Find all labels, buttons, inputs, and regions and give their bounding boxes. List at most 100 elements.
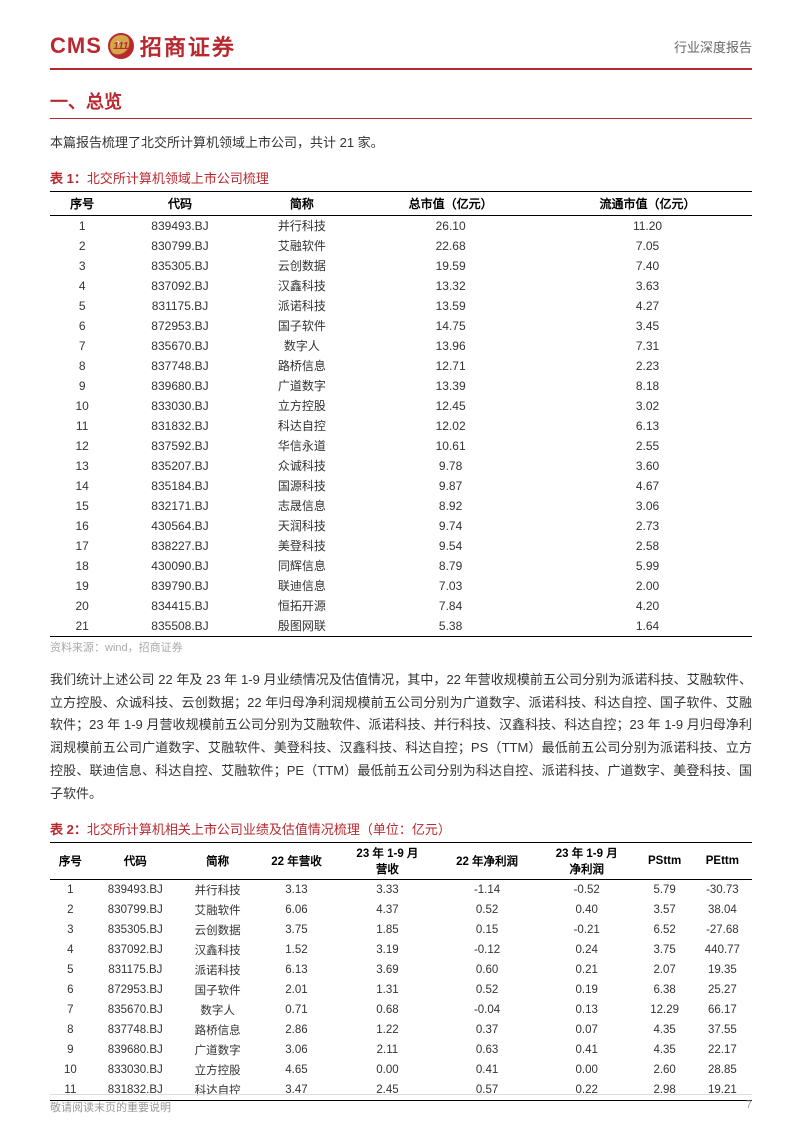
table2-cell: 12.29 bbox=[637, 1000, 693, 1020]
table1-cell: 7.31 bbox=[543, 336, 752, 356]
page-header: CMS 111 招商证券 行业深度报告 bbox=[50, 30, 752, 70]
table1-cell: 4.27 bbox=[543, 296, 752, 316]
table2-cell: 0.07 bbox=[537, 1020, 637, 1040]
table1-cell: 殷图网联 bbox=[246, 616, 359, 637]
table1: 序号代码简称总市值（亿元）流通市值（亿元） 1839493.BJ并行科技26.1… bbox=[50, 191, 752, 637]
table-row: 15832171.BJ志晟信息8.923.06 bbox=[50, 496, 752, 516]
table1-cell: 5.99 bbox=[543, 556, 752, 576]
table2-cell: 4.37 bbox=[338, 900, 438, 920]
table-row: 6872953.BJ国子软件2.011.310.520.196.3825.27 bbox=[50, 980, 752, 1000]
table-row: 3835305.BJ云创数据3.751.850.15-0.216.52-27.6… bbox=[50, 920, 752, 940]
table1-cell: 15 bbox=[50, 496, 114, 516]
footer-disclaimer: 敬请阅读末页的重要说明 bbox=[50, 1099, 171, 1115]
table2-cell: 3 bbox=[50, 920, 91, 940]
table2-cell: 22.17 bbox=[693, 1040, 752, 1060]
table2-cell: 440.77 bbox=[693, 940, 752, 960]
table1-cell: 9.78 bbox=[358, 456, 543, 476]
table1-cell: 19.59 bbox=[358, 256, 543, 276]
table2-header-cell: 23 年 1-9 月营收 bbox=[338, 843, 438, 880]
table1-cell: 22.68 bbox=[358, 236, 543, 256]
table1-cell: 17 bbox=[50, 536, 114, 556]
table2-caption-prefix: 表 2： bbox=[50, 822, 87, 837]
table2-cell: 8 bbox=[50, 1020, 91, 1040]
table1-cell: 路桥信息 bbox=[246, 356, 359, 376]
table1-cell: 12.02 bbox=[358, 416, 543, 436]
table2-cell: 833030.BJ bbox=[91, 1060, 180, 1080]
table-row: 18430090.BJ同辉信息8.795.99 bbox=[50, 556, 752, 576]
table1-cell: 430564.BJ bbox=[114, 516, 245, 536]
table1-cell: 4.20 bbox=[543, 596, 752, 616]
table1-cell: 837092.BJ bbox=[114, 276, 245, 296]
table2-cell: -0.52 bbox=[537, 880, 637, 901]
table-row: 9839680.BJ广道数字13.398.18 bbox=[50, 376, 752, 396]
table2-cell: 0.00 bbox=[537, 1060, 637, 1080]
table2-header-cell: 简称 bbox=[180, 843, 255, 880]
table1-cell: 833030.BJ bbox=[114, 396, 245, 416]
table1-caption: 表 1：北交所计算机领域上市公司梳理 bbox=[50, 168, 752, 187]
table1-cell: 联迪信息 bbox=[246, 576, 359, 596]
table1-cell: 3.06 bbox=[543, 496, 752, 516]
table2-cell: 0.68 bbox=[338, 1000, 438, 1020]
table-row: 8837748.BJ路桥信息2.861.220.370.074.3537.55 bbox=[50, 1020, 752, 1040]
table1-cell: 14 bbox=[50, 476, 114, 496]
table1-cell: 26.10 bbox=[358, 215, 543, 236]
table1-cell: 5 bbox=[50, 296, 114, 316]
table-row: 13835207.BJ众诚科技9.783.60 bbox=[50, 456, 752, 476]
table2-cell: 汉鑫科技 bbox=[180, 940, 255, 960]
table1-cell: 8 bbox=[50, 356, 114, 376]
table1-cell: 20 bbox=[50, 596, 114, 616]
table1-cell: 派诺科技 bbox=[246, 296, 359, 316]
table1-cell: 国源科技 bbox=[246, 476, 359, 496]
table-row: 9839680.BJ广道数字3.062.110.630.414.3522.17 bbox=[50, 1040, 752, 1060]
table2-cell: 4.35 bbox=[637, 1040, 693, 1060]
table1-cell: 11 bbox=[50, 416, 114, 436]
intro-text: 本篇报告梳理了北交所计算机领域上市公司，共计 21 家。 bbox=[50, 133, 752, 154]
table2-cell: 路桥信息 bbox=[180, 1020, 255, 1040]
table1-cell: 7.05 bbox=[543, 236, 752, 256]
table1-cell: 4.67 bbox=[543, 476, 752, 496]
table2-cell: 4 bbox=[50, 940, 91, 960]
table1-cell: 8.92 bbox=[358, 496, 543, 516]
table1-cell: 19 bbox=[50, 576, 114, 596]
table1-cell: 18 bbox=[50, 556, 114, 576]
table2-caption-text: 北交所计算机相关上市公司业绩及估值情况梳理（单位：亿元） bbox=[87, 822, 451, 837]
table-row: 5831175.BJ派诺科技13.594.27 bbox=[50, 296, 752, 316]
table1-cell: 16 bbox=[50, 516, 114, 536]
table2-cell: 3.75 bbox=[255, 920, 337, 940]
table2-cell: 37.55 bbox=[693, 1020, 752, 1040]
table1-cell: 7 bbox=[50, 336, 114, 356]
table2-cell: 19.35 bbox=[693, 960, 752, 980]
table2-cell: 5 bbox=[50, 960, 91, 980]
table2-cell: 0.71 bbox=[255, 1000, 337, 1020]
table2-cell: 广道数字 bbox=[180, 1040, 255, 1060]
table2-cell: -0.12 bbox=[437, 940, 537, 960]
table2-cell: 9 bbox=[50, 1040, 91, 1060]
analysis-paragraph: 我们统计上述公司 22 年及 23 年 1-9 月业绩情况及估值情况，其中，22… bbox=[50, 669, 752, 806]
footer-page-number: 7 bbox=[746, 1099, 752, 1115]
table1-cell: 4 bbox=[50, 276, 114, 296]
table2-cell: 38.04 bbox=[693, 900, 752, 920]
table1-cell: 9.87 bbox=[358, 476, 543, 496]
table2-cell: 3.75 bbox=[637, 940, 693, 960]
table2-header-cell: 23 年 1-9 月净利润 bbox=[537, 843, 637, 880]
table2-cell: 2 bbox=[50, 900, 91, 920]
table2-header-cell: PEttm bbox=[693, 843, 752, 880]
table1-cell: 3.02 bbox=[543, 396, 752, 416]
table1-header-cell: 代码 bbox=[114, 191, 245, 215]
table2-cell: 1.52 bbox=[255, 940, 337, 960]
table2-cell: 0.41 bbox=[437, 1060, 537, 1080]
table2-cell: 0.15 bbox=[437, 920, 537, 940]
table2: 序号代码简称22 年营收23 年 1-9 月营收22 年净利润23 年 1-9 … bbox=[50, 842, 752, 1101]
table1-cell: 872953.BJ bbox=[114, 316, 245, 336]
table2-header-cell: 22 年净利润 bbox=[437, 843, 537, 880]
table2-cell: 10 bbox=[50, 1060, 91, 1080]
table2-cell: 1.22 bbox=[338, 1020, 438, 1040]
table2-cell: 0.52 bbox=[437, 980, 537, 1000]
table2-cell: 4.35 bbox=[637, 1020, 693, 1040]
table1-cell: 832171.BJ bbox=[114, 496, 245, 516]
section-title: 一、总览 bbox=[50, 88, 752, 119]
table1-cell: 恒拓开源 bbox=[246, 596, 359, 616]
table1-cell: 3.60 bbox=[543, 456, 752, 476]
table2-cell: 6 bbox=[50, 980, 91, 1000]
table2-header-cell: 22 年营收 bbox=[255, 843, 337, 880]
